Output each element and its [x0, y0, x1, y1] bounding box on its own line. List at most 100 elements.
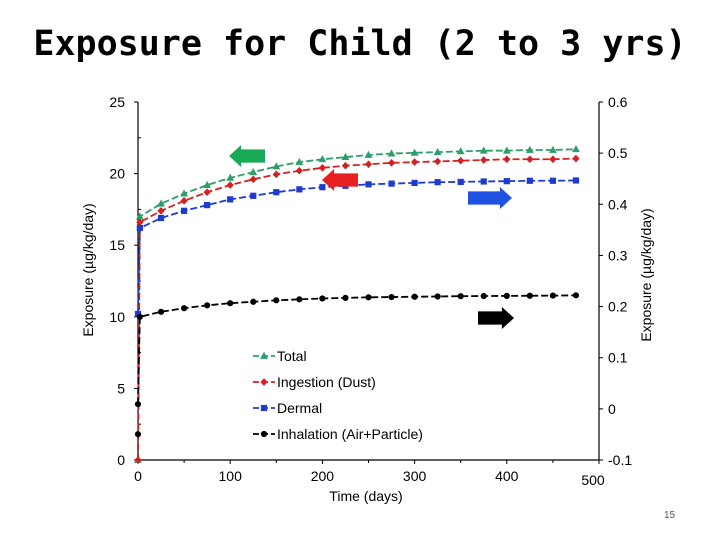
data-point: [387, 159, 396, 167]
x-tick-label: 0: [134, 468, 142, 484]
page-title: Exposure for Child (2 to 3 yrs): [33, 24, 687, 64]
data-point: [319, 184, 326, 191]
y-tick-label: 0: [117, 452, 125, 468]
data-point: [157, 206, 165, 215]
x-tick-label: 100: [219, 468, 243, 484]
chart-series: [134, 145, 580, 464]
series-line: [137, 148, 576, 461]
data-point: [226, 181, 234, 189]
data-point: [341, 161, 350, 170]
legend-label: Ingestion (Dust): [277, 374, 376, 390]
data-point: [249, 175, 257, 184]
legend-entry: Ingestion (Dust): [253, 374, 376, 390]
data-point: [273, 297, 280, 304]
data-point: [318, 164, 327, 172]
series-line: [137, 179, 576, 314]
data-point: [364, 150, 373, 158]
legend-label: Total: [277, 348, 307, 364]
data-point: [503, 292, 510, 299]
series-ingestion-dust: [134, 154, 580, 464]
y2-tick-label: 0.4: [608, 196, 628, 212]
data-point: [434, 157, 442, 166]
data-point: [572, 145, 580, 153]
data-point: [503, 155, 511, 164]
data-point: [134, 431, 142, 438]
legend-marker: [260, 430, 268, 438]
legend-marker: [260, 378, 268, 386]
data-point: [272, 162, 281, 170]
data-point: [457, 156, 465, 165]
data-point: [227, 300, 234, 307]
data-point: [181, 305, 188, 312]
data-point: [295, 166, 303, 175]
data-point: [480, 156, 488, 164]
data-point: [388, 180, 395, 187]
data-point: [227, 196, 234, 203]
x-tick-label: 300: [403, 468, 427, 484]
data-point: [295, 157, 304, 166]
y-axis-title: Exposure (µg/kg/day): [80, 203, 96, 336]
data-point: [456, 147, 465, 155]
y2-tick-label: 0.6: [608, 94, 628, 110]
data-point: [204, 202, 211, 209]
data-point: [180, 189, 189, 197]
legend-entry: Dermal: [253, 400, 322, 416]
data-point: [434, 293, 441, 300]
data-point: [526, 155, 534, 164]
y2-tick-label: 0.2: [608, 299, 628, 315]
data-point: [457, 178, 464, 186]
data-point: [134, 456, 142, 464]
data-point: [342, 294, 349, 301]
data-point: [410, 148, 419, 156]
legend-entry: Total: [253, 348, 307, 364]
data-point: [249, 167, 258, 176]
legend-label: Inhalation (Air+Particle): [277, 426, 423, 442]
data-point: [273, 189, 280, 196]
data-point: [203, 188, 211, 197]
data-point: [411, 179, 418, 187]
data-point: [410, 158, 419, 166]
black-arrow: [478, 307, 514, 329]
data-point: [157, 308, 165, 315]
data-point: [319, 295, 326, 302]
y2-tick-label: 0.3: [608, 247, 628, 263]
data-point: [203, 180, 212, 188]
x-tick-label: 400: [495, 468, 519, 484]
y-tick-label: 15: [109, 237, 125, 253]
data-point: [250, 298, 257, 305]
legend-marker: [260, 404, 268, 412]
green-arrow: [229, 145, 265, 167]
data-point: [296, 186, 303, 193]
data-point: [157, 214, 165, 222]
blue-arrow: [468, 187, 512, 209]
data-point: [572, 177, 580, 184]
red-arrow: [322, 169, 358, 191]
chart-arrows: [229, 145, 514, 329]
slide-number: 15: [664, 510, 676, 521]
data-point: [365, 181, 372, 188]
series-line: [137, 157, 576, 461]
data-point: [272, 170, 280, 179]
series-inhalation-air-particle: [134, 292, 580, 408]
data-point: [134, 401, 142, 408]
data-point: [525, 145, 534, 153]
data-point: [502, 146, 511, 154]
data-point: [181, 207, 188, 214]
data-point: [341, 152, 350, 161]
data-point: [364, 160, 373, 169]
y2-tick-label: 0.5: [608, 145, 628, 161]
legend-entry: Inhalation (Air+Particle): [253, 426, 423, 442]
x-tick-label: 500: [581, 472, 605, 488]
data-point: [548, 145, 557, 153]
data-point: [434, 179, 441, 186]
data-point: [204, 302, 211, 309]
data-point: [318, 155, 327, 163]
data-point: [479, 146, 488, 154]
data-point: [226, 173, 235, 181]
data-point: [136, 224, 143, 232]
legend-label: Dermal: [277, 400, 322, 416]
y-tick-label: 5: [117, 380, 125, 396]
data-point: [526, 177, 533, 184]
data-point: [526, 292, 533, 299]
